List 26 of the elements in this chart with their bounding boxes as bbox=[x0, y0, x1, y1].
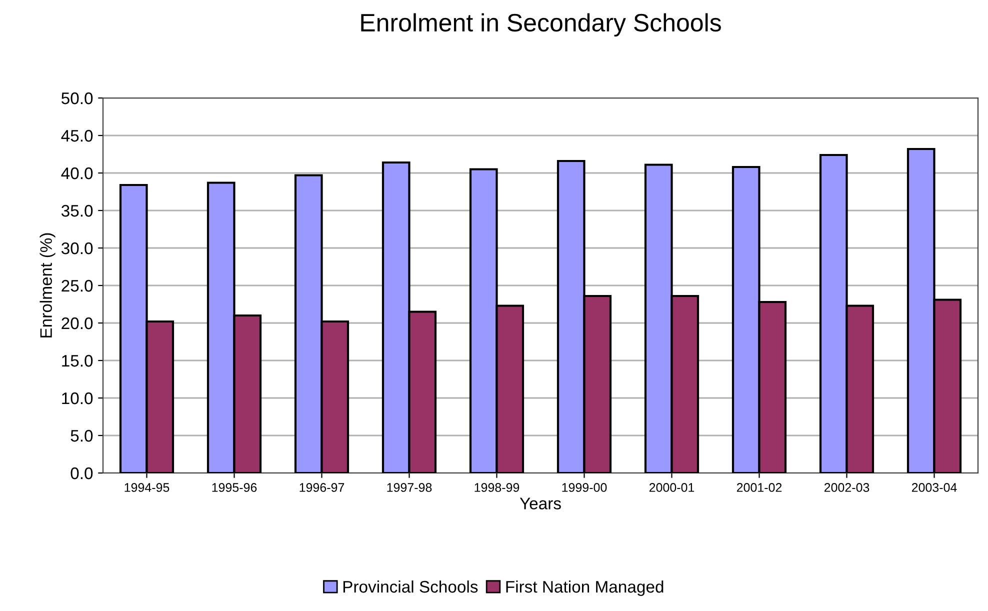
y-tick-label: 0.0 bbox=[70, 467, 93, 480]
y-tick-label: 40.0 bbox=[61, 167, 93, 180]
x-axis-title: Years bbox=[520, 498, 561, 510]
legend-label: Provincial Schools bbox=[343, 580, 478, 593]
y-tick-label: 50.0 bbox=[62, 92, 93, 104]
x-tick-label: 1999-00 bbox=[562, 483, 607, 492]
legend-label: First Nation Managed bbox=[506, 580, 664, 596]
x-tick-label: 2000-01 bbox=[649, 483, 694, 492]
x-tick-label: 1994-95 bbox=[124, 483, 170, 492]
x-tick-label: 2003-04 bbox=[912, 483, 957, 492]
x-tick-label: 1996-97 bbox=[300, 483, 344, 492]
y-tick-label: 25.0 bbox=[62, 280, 93, 292]
y-tick-label: 10.0 bbox=[62, 392, 93, 404]
y-axis-title: Enrolment (%) bbox=[40, 233, 56, 338]
y-tick-label: 20.0 bbox=[62, 317, 93, 330]
y-tick-label: 5.0 bbox=[70, 430, 93, 442]
x-tick-label: 1995-96 bbox=[212, 483, 257, 492]
y-tick-label: 30.0 bbox=[61, 242, 93, 254]
x-tick-label: 2001-02 bbox=[736, 483, 782, 492]
x-tick-label: 2002-03 bbox=[824, 483, 870, 492]
chart-title: Enrolment in Secondary Schools bbox=[361, 13, 721, 37]
x-tick-label: 1998-99 bbox=[474, 483, 520, 492]
y-tick-label: 35.0 bbox=[61, 204, 93, 217]
y-tick-label: 45.0 bbox=[61, 130, 93, 142]
y-tick-label: 15.0 bbox=[62, 354, 93, 367]
x-tick-label: 1997-98 bbox=[387, 483, 432, 492]
